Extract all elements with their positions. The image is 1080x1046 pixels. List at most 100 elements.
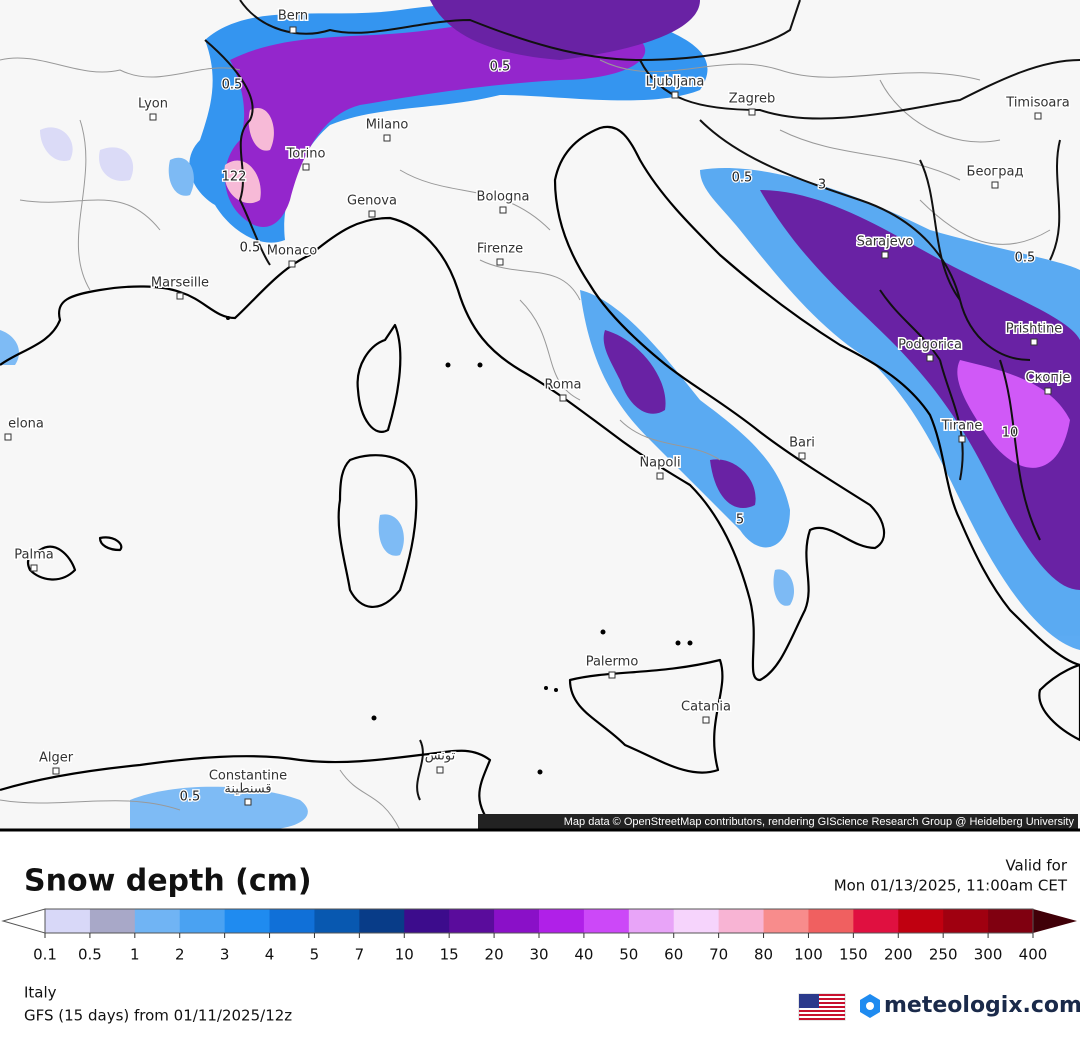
colorbar-tick-label: 60 — [664, 946, 683, 964]
city-marker — [289, 26, 297, 34]
city-marker — [149, 113, 157, 121]
snow-area — [603, 330, 756, 508]
city-label: Napoli — [639, 456, 680, 471]
colorbar-swatch — [583, 909, 630, 933]
colorbar-swatch — [314, 909, 360, 933]
city-label: elona — [8, 417, 44, 432]
city-label: قسنطينة — [224, 782, 271, 797]
sardinia — [337, 454, 418, 608]
snow-area — [40, 127, 134, 181]
valid-label: Valid for — [1005, 857, 1067, 875]
colorbar-tick-label: 0.5 — [78, 946, 102, 964]
colorbar-swatch — [224, 909, 271, 933]
city-label: Podgorica — [898, 338, 962, 353]
colorbar-swatch — [853, 909, 899, 933]
city-label: Timisoara — [1005, 96, 1069, 111]
colorbar-swatch — [404, 909, 450, 933]
snow-area — [225, 21, 646, 227]
colorbar-swatch — [898, 909, 944, 933]
city-label: Tirane — [941, 419, 983, 434]
city-label: Београд — [967, 165, 1024, 180]
model-run: GFS (15 days) from 01/11/2025/12z — [24, 1007, 292, 1025]
colorbar-swatch — [494, 909, 540, 933]
corsica — [356, 323, 402, 433]
contour-label: 3 — [818, 178, 826, 193]
islets — [226, 316, 693, 775]
city-marker — [1034, 112, 1042, 120]
city-marker — [302, 163, 310, 171]
city-label: Zagreb — [729, 92, 775, 107]
city-marker — [702, 716, 710, 724]
city-marker — [608, 671, 616, 679]
colorbar-tick-label: 4 — [265, 946, 275, 964]
colorbar-tick-label: 2 — [175, 946, 185, 964]
city-label: Milano — [366, 118, 409, 133]
colorbar-tick-label: 30 — [529, 946, 548, 964]
city-label: Palma — [14, 548, 53, 563]
city-label: Constantine — [209, 769, 287, 784]
balearics — [26, 536, 123, 581]
colorbar-swatch — [943, 909, 989, 933]
colorbar-swatch — [539, 909, 585, 933]
colorbar-tick-label: 250 — [929, 946, 958, 964]
city-label: Скопје — [1026, 371, 1071, 386]
borders — [0, 57, 1051, 831]
city-marker — [4, 433, 12, 441]
city-marker — [798, 452, 806, 460]
city-marker — [176, 292, 184, 300]
city-marker — [1030, 338, 1038, 346]
map: Bern Lyon Milano Torino Genova Bologna Firenze… — [0, 0, 1080, 832]
contour-label: 0.5 — [180, 790, 201, 805]
city-marker — [436, 766, 444, 774]
colorbar-tick-label: 10 — [395, 946, 414, 964]
contour-labels: 122 0.5 0.5 0.5 0.5 0.5 3 10 5 0.5 — [178, 58, 1036, 806]
africa-coast — [0, 749, 496, 831]
colorbar-swatch — [134, 909, 181, 933]
contour-label: 0.5 — [732, 171, 753, 186]
city-marker — [991, 181, 999, 189]
colorbar-tick-label: 0.1 — [33, 946, 57, 964]
colorbar-tick-label: 50 — [619, 946, 638, 964]
sicily — [568, 658, 724, 774]
contour-label: 0.5 — [490, 60, 511, 75]
colorbar-tick-label: 400 — [1019, 946, 1048, 964]
colorbar-tick-label: 100 — [794, 946, 823, 964]
colorbar-under — [1, 908, 46, 934]
colorbar-tick-label: 5 — [310, 946, 320, 964]
city-marker — [288, 260, 296, 268]
colorbar-tick-label: 1 — [130, 946, 140, 964]
brand-logo — [860, 994, 880, 1018]
colorbar-swatch — [808, 909, 854, 933]
city-marker — [926, 354, 934, 362]
city-label: Catania — [681, 700, 731, 715]
colorbar-swatch — [359, 909, 405, 933]
city-label: Prishtine — [1006, 322, 1063, 337]
city-marker — [30, 564, 38, 572]
city-marker — [881, 251, 889, 259]
city-marker — [559, 394, 567, 402]
colorbar-tick-label: 3 — [220, 946, 230, 964]
colorbar-tick-label: 40 — [574, 946, 593, 964]
city-marker — [52, 767, 60, 775]
colorbar-swatch — [763, 909, 809, 933]
city-marker — [496, 258, 504, 266]
snow-cover — [0, 0, 1080, 830]
colorbar-swatch — [269, 909, 315, 933]
us-flag — [798, 993, 846, 1021]
city-label: Roma — [544, 378, 581, 393]
colorbar-tick-label: 300 — [974, 946, 1003, 964]
city-marker — [368, 210, 376, 218]
city-label: Alger — [39, 751, 74, 766]
legend: Snow depth (cm) Valid for Mon 01/13/2025… — [1, 857, 1080, 1025]
colorbar-swatch — [673, 909, 720, 933]
snow-area — [760, 190, 1080, 590]
colorbar-swatch — [718, 909, 765, 933]
colorbar-swatch — [449, 909, 495, 933]
city-label: Bern — [278, 9, 308, 24]
city-marker — [244, 798, 252, 806]
city-label: تونس — [425, 749, 456, 764]
coastline — [0, 125, 1080, 831]
colorbar-tick-label: 70 — [709, 946, 728, 964]
contour-label: 5 — [736, 513, 744, 528]
